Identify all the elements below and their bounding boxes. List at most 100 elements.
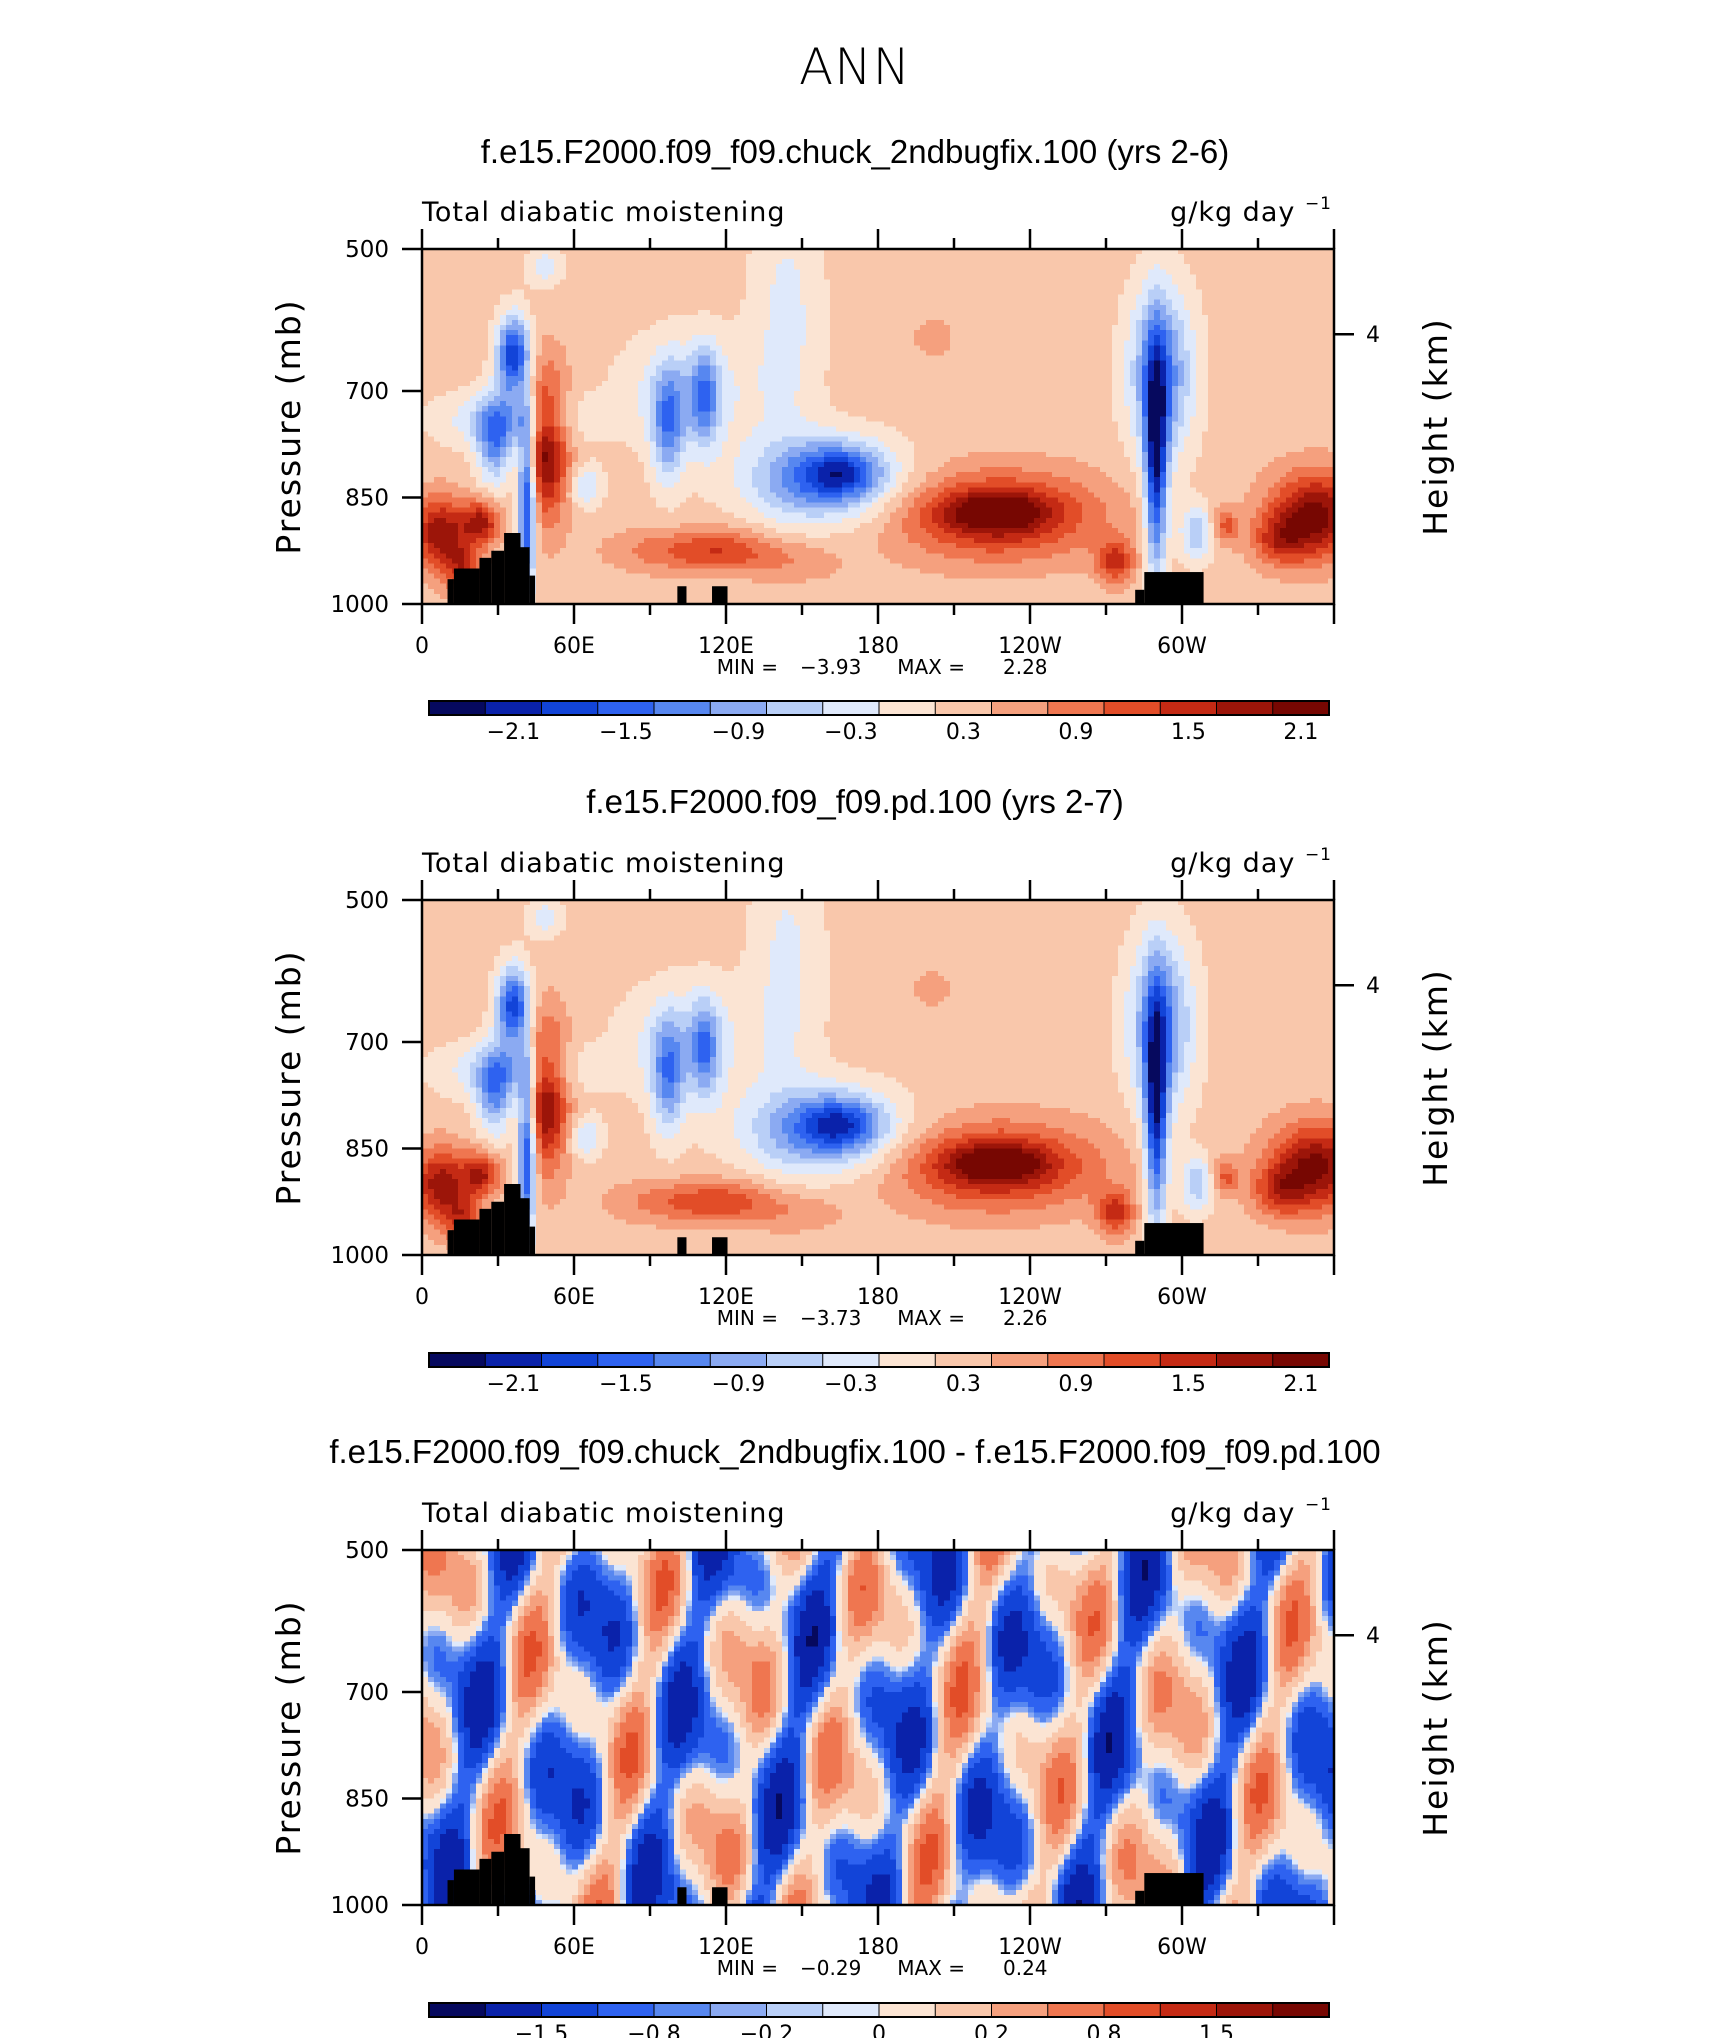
colorbar-swatch bbox=[428, 700, 487, 716]
colorbar-label: 2.1 bbox=[1283, 720, 1318, 745]
colorbar-swatch bbox=[878, 2002, 937, 2018]
x-tick-label: 60E bbox=[553, 1285, 595, 1310]
colorbar-swatch bbox=[934, 2002, 993, 2018]
y-right-tick-label: 4 bbox=[1366, 323, 1380, 348]
colorbar: −2.1 −1.5 −0.9 −0.3 0.3 0.9 1.5 2.1 bbox=[428, 1352, 1330, 1397]
x-tick-label: 0 bbox=[415, 1285, 429, 1310]
colorbar-swatch bbox=[653, 2002, 712, 2018]
y-tick-label: 500 bbox=[345, 237, 389, 263]
colorbar-swatch bbox=[1272, 2002, 1330, 2018]
colorbar-label: 1.5 bbox=[1171, 1372, 1206, 1397]
colorbar-swatch bbox=[709, 700, 768, 716]
y-axis-label-right: Height (km) bbox=[1416, 968, 1455, 1187]
y-axis-label: Pressure (mb) bbox=[269, 1599, 308, 1855]
x-tick-label: 60E bbox=[553, 1935, 595, 1960]
colorbar-label: 1.5 bbox=[1199, 2022, 1234, 2038]
y-tick-label: 1000 bbox=[330, 1243, 389, 1269]
colorbar-label: −1.5 bbox=[599, 1372, 652, 1397]
x-tick-label: 180 bbox=[857, 1285, 899, 1310]
colorbar-swatch bbox=[1103, 2002, 1162, 2018]
colorbar-label: 0.2 bbox=[974, 2022, 1009, 2038]
x-tick-label: 120W bbox=[998, 634, 1062, 659]
colorbar-label: 1.5 bbox=[1171, 720, 1206, 745]
colorbar-label: −0.2 bbox=[740, 2022, 793, 2038]
colorbar-swatch bbox=[822, 700, 880, 716]
colorbar-swatch bbox=[878, 1352, 937, 1368]
colorbar-swatch bbox=[822, 2002, 880, 2018]
colorbar-frame bbox=[428, 2002, 1330, 2018]
x-tick-label: 60W bbox=[1157, 1935, 1207, 1960]
colorbar-label: 0 bbox=[872, 2022, 886, 2038]
y-tick-label: 1000 bbox=[330, 1893, 389, 1919]
colorbar-label: 0.3 bbox=[946, 720, 981, 745]
land-mask bbox=[447, 1834, 1204, 1905]
y-tick-label: 500 bbox=[345, 1538, 389, 1564]
x-tick-label: 0 bbox=[415, 1935, 429, 1960]
colorbar-swatch bbox=[541, 2002, 599, 2018]
colorbar-swatch bbox=[597, 700, 655, 716]
colorbar-swatch bbox=[991, 2002, 1049, 2018]
y-right-tick-label: 4 bbox=[1366, 974, 1380, 999]
y-tick-label: 700 bbox=[345, 1680, 389, 1706]
colorbar: −1.5 −0.8 −0.2 0 0.2 0.8 1.5 bbox=[428, 2002, 1330, 2038]
colorbar-label: −0.3 bbox=[824, 1372, 877, 1397]
min-value: −0.29 bbox=[800, 1956, 861, 1980]
colorbar-swatch bbox=[991, 1352, 1049, 1368]
colorbar-swatch bbox=[1103, 700, 1162, 716]
colorbar-label: 2.1 bbox=[1283, 1372, 1318, 1397]
colorbar-swatch bbox=[1159, 700, 1218, 716]
variable-label: Total diabatic moistening bbox=[421, 1498, 785, 1529]
y-axis-label: Pressure (mb) bbox=[269, 298, 308, 554]
colorbar-label: −0.9 bbox=[712, 1372, 765, 1397]
y-axis-label-right: Height (km) bbox=[1416, 1618, 1455, 1837]
colorbar-label: 0.3 bbox=[946, 1372, 981, 1397]
panel-3-title: f.e15.F2000.f09_f09.chuck_2ndbugfix.100 … bbox=[0, 1433, 1710, 1471]
max-label: MAX = bbox=[897, 1306, 965, 1330]
colorbar-label: 0.8 bbox=[1087, 2022, 1122, 2038]
y-right-tick-label: 4 bbox=[1366, 1624, 1380, 1649]
colorbar-swatch bbox=[484, 700, 543, 716]
max-value: 2.26 bbox=[1003, 1306, 1048, 1330]
colorbar-swatch bbox=[1047, 2002, 1105, 2018]
max-value: 0.24 bbox=[1003, 1956, 1048, 1980]
min-label: MIN = bbox=[717, 1956, 778, 1980]
colorbar-label: −2.1 bbox=[487, 1372, 540, 1397]
max-label: MAX = bbox=[897, 655, 965, 679]
colorbar-swatch bbox=[597, 2002, 655, 2018]
colorbar-frame bbox=[428, 700, 1330, 716]
x-tick-label: 60W bbox=[1157, 1285, 1207, 1310]
x-tick-label: 120W bbox=[998, 1935, 1062, 1960]
colorbar-swatch bbox=[484, 1352, 543, 1368]
colorbar-label: −1.5 bbox=[599, 720, 652, 745]
variable-label: Total diabatic moistening bbox=[421, 197, 785, 228]
colorbar-label: 0.9 bbox=[1058, 1372, 1093, 1397]
units-label: g/kg day −1 bbox=[1170, 1495, 1332, 1529]
min-value: −3.93 bbox=[800, 655, 861, 679]
min-label: MIN = bbox=[717, 1306, 778, 1330]
colorbar-label: −0.3 bbox=[824, 720, 877, 745]
x-tick-label: 60W bbox=[1157, 634, 1207, 659]
contour-field bbox=[422, 249, 1335, 605]
y-tick-label: 500 bbox=[345, 888, 389, 914]
x-tick-label: 120E bbox=[698, 1285, 754, 1310]
colorbar-swatch bbox=[1047, 1352, 1105, 1368]
max-value: 2.28 bbox=[1003, 655, 1048, 679]
x-tick-label: 60E bbox=[553, 634, 595, 659]
min-label: MIN = bbox=[717, 655, 778, 679]
colorbar-swatch bbox=[1272, 700, 1330, 716]
colorbar-swatch bbox=[1159, 1352, 1218, 1368]
colorbar-swatch bbox=[934, 700, 993, 716]
colorbar-swatch bbox=[1272, 1352, 1330, 1368]
page-title: ANN bbox=[0, 38, 1710, 96]
variable-label: Total diabatic moistening bbox=[421, 848, 785, 879]
colorbar-swatch bbox=[766, 700, 824, 716]
y-tick-label: 850 bbox=[345, 486, 389, 512]
colorbar-swatch bbox=[1047, 700, 1105, 716]
colorbar-swatch bbox=[822, 1352, 880, 1368]
colorbar-swatch bbox=[709, 1352, 768, 1368]
colorbar-swatch bbox=[1216, 700, 1274, 716]
colorbar-swatch bbox=[709, 2002, 768, 2018]
colorbar-frame bbox=[428, 1352, 1330, 1368]
colorbar-swatch bbox=[541, 1352, 599, 1368]
